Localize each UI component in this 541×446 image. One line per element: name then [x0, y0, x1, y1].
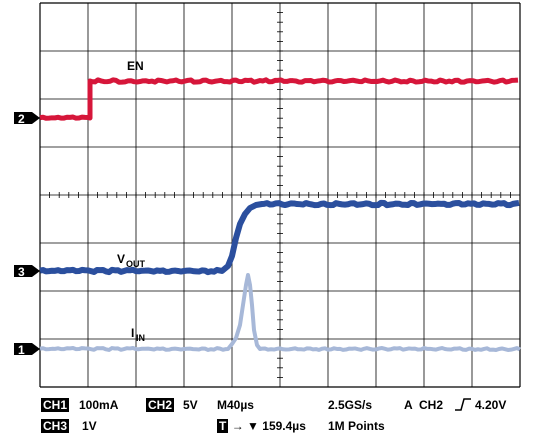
timebase: M40µs [217, 398, 254, 412]
triangle-down-icon: ▼ [247, 419, 259, 433]
svg-text:2: 2 [18, 112, 25, 126]
svg-text:3: 3 [18, 265, 25, 279]
trigger-mode: A [404, 398, 413, 412]
trigger-edge-icon [454, 398, 472, 414]
ch2-scale: 5V [183, 398, 198, 412]
record-length: 1M Points [328, 419, 385, 433]
ch1-badge[interactable]: CH1 [41, 398, 70, 412]
trigger-source: CH2 [419, 398, 444, 412]
svg-text:OUT: OUT [126, 259, 146, 269]
svg-text:1: 1 [18, 343, 25, 357]
trace-iin [39, 273, 521, 352]
svg-text:I: I [131, 326, 134, 340]
ch3-marker[interactable]: 3 [14, 265, 40, 279]
trigger-position: 159.4µs [262, 419, 306, 433]
trigger-level: 4.20V [475, 398, 507, 412]
trigger-badge[interactable]: T [217, 419, 229, 433]
ch3-scale: 1V [82, 419, 97, 433]
trace-vout [39, 199, 520, 276]
label-iin: I IN [131, 326, 145, 343]
ch2-badge[interactable]: CH2 [146, 398, 175, 412]
trace-en [39, 77, 519, 121]
status-row-2: CH3 1V T → ▼ 159.4µs 1M Points [0, 419, 541, 437]
sample-rate: 2.5GS/s [328, 398, 373, 412]
label-en: EN [127, 59, 144, 73]
svg-text:V: V [117, 252, 125, 266]
ch1-scale: 100mA [79, 398, 119, 412]
graticule [39, 2, 521, 388]
traces [39, 77, 521, 352]
ch2-marker[interactable]: 2 [14, 112, 40, 126]
ch3-badge[interactable]: CH3 [41, 419, 70, 433]
status-row-1: CH1 100mA CH2 5V M40µs 2.5GS/s A CH2 4.2… [0, 398, 541, 416]
svg-text:IN: IN [136, 333, 145, 343]
label-vout: V OUT [117, 252, 146, 269]
ch1-marker[interactable]: 1 [14, 343, 40, 357]
trigger-position-group: T → ▼ 159.4µs [217, 419, 306, 433]
arrow-right-icon: → [231, 419, 244, 433]
